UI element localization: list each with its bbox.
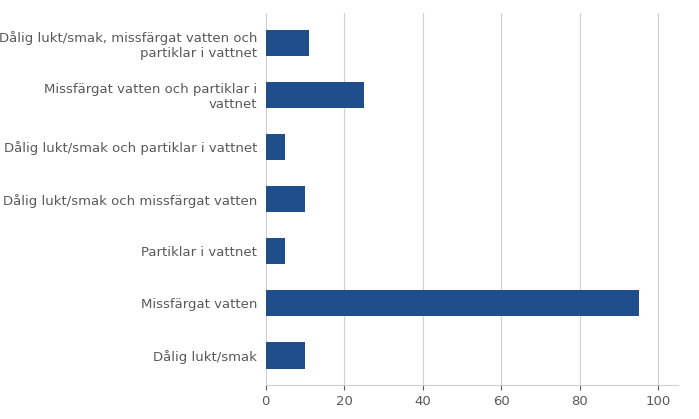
Bar [266,29,309,56]
Bar [266,186,305,212]
Bar [266,342,305,369]
Bar [266,134,285,160]
Bar [266,238,285,264]
Bar [266,82,363,108]
Bar [266,290,639,316]
